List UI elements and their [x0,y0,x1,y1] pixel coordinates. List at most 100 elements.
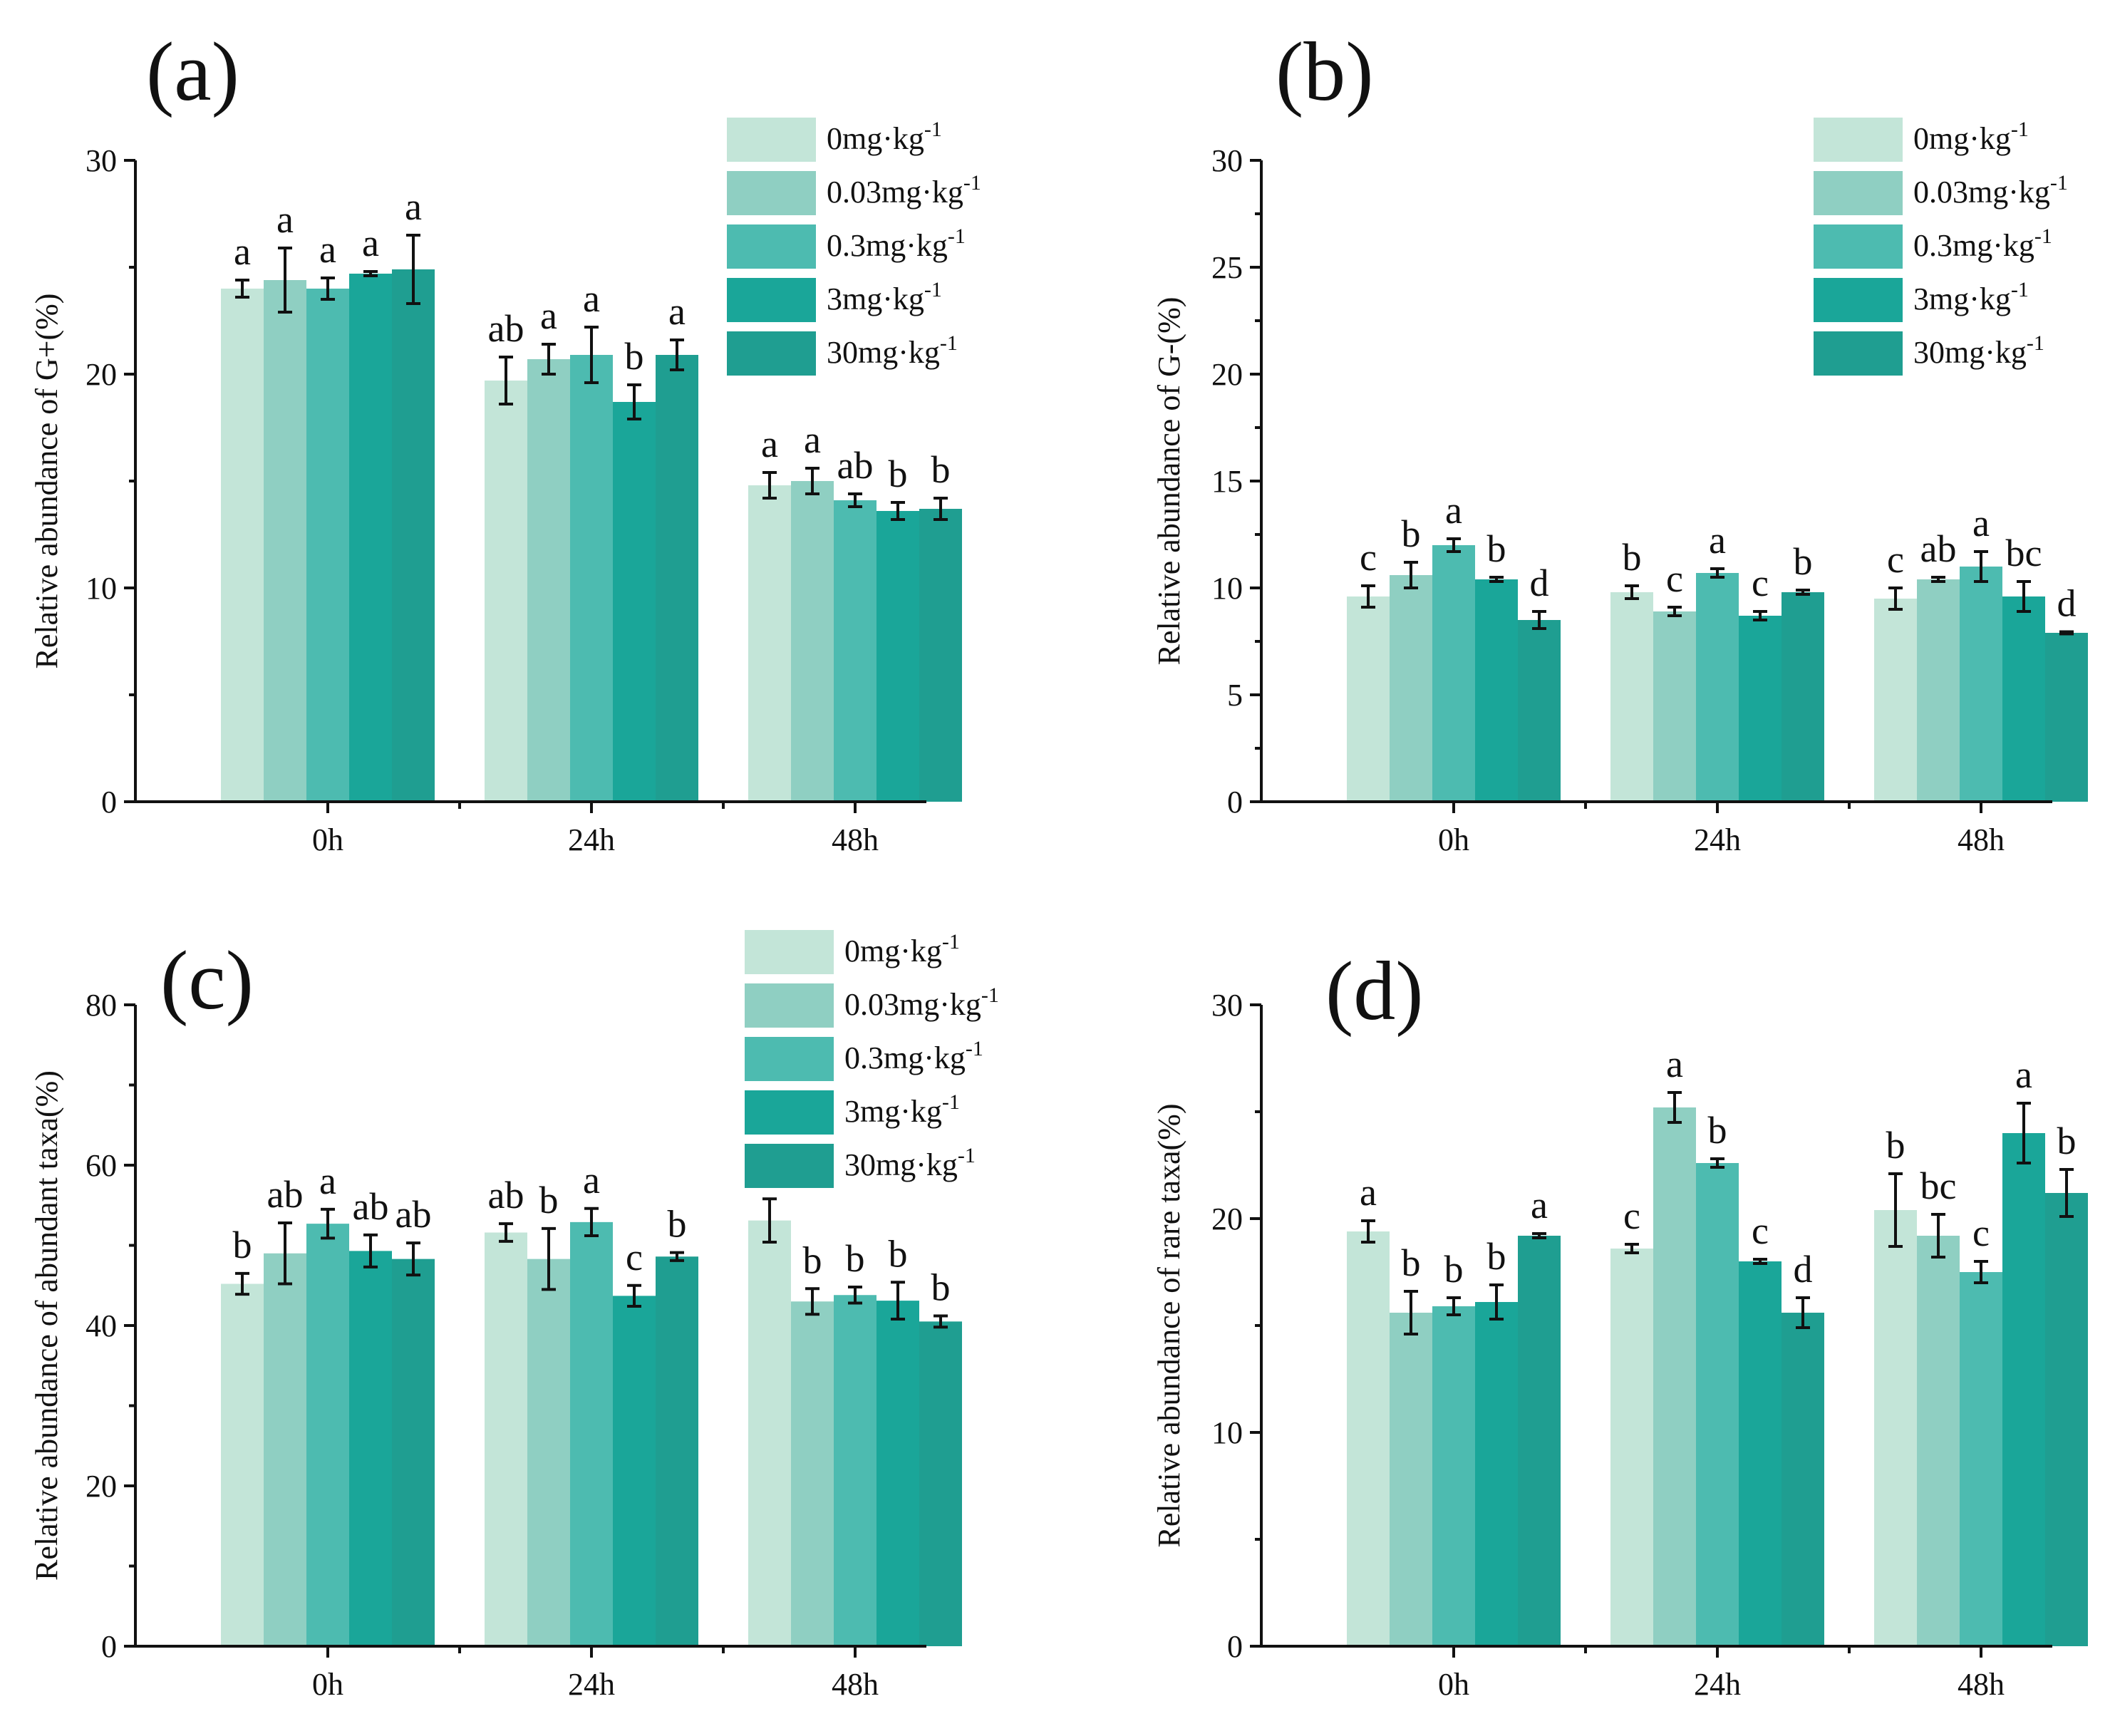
bar [2045,1193,2088,1646]
legend: 0mg·kg-1 0.03mg·kg-1 0.3mg·kg-1 3mg·kg-1 30m… [1814,118,2068,376]
bar [2002,1133,2045,1646]
significance-letter: c [626,1236,643,1278]
legend-label: 0.03mg·kg-1 [844,983,999,1022]
bar [306,1224,349,1646]
significance-letter: d [2057,582,2077,625]
bar [570,355,613,802]
x-tick-label: 48h [832,1667,879,1702]
legend-superscript: -1 [2011,278,2029,301]
significance-letter: c [1666,557,1683,600]
bar [349,1251,392,1646]
bar [527,359,570,802]
y-axis-label: Relative abundance of G+(%) [29,294,64,669]
bar [1960,1272,2002,1646]
bar [1475,579,1518,802]
bar [392,1259,435,1646]
bar [485,1232,527,1646]
x-tick-label: 0h [312,822,343,857]
significance-letter: a [1666,1043,1683,1085]
legend-label: 0mg·kg-1 [844,930,960,968]
bar [1653,611,1696,802]
significance-letter: b [1402,512,1421,555]
bar [2045,633,2088,802]
y-tick-label: 10 [1211,571,1243,606]
legend-label: 0.03mg·kg-1 [1913,171,2068,210]
legend-swatch [1814,118,1903,162]
panel-label: (a) [146,25,239,118]
significance-letter: c [1752,1209,1769,1252]
significance-letter: bc [2006,532,2042,574]
significance-letter: b [233,1224,252,1266]
y-tick-label: 20 [86,1469,117,1504]
y-tick-label: 10 [1211,1415,1243,1450]
bar [1432,545,1475,802]
significance-letter: c [1623,1194,1640,1237]
y-tick-label: 0 [1227,785,1243,820]
significance-letter: a [234,230,251,273]
bar [1610,1249,1653,1646]
significance-letter: c [1972,1211,1990,1254]
bar [1917,1236,1960,1646]
significance-letter: b [846,1237,865,1280]
significance-letter: a [319,228,336,271]
legend: 0mg·kg-1 0.03mg·kg-1 0.3mg·kg-1 3mg·kg-1 30m… [727,118,981,376]
legend-label: 0.3mg·kg-1 [844,1037,983,1075]
bar [570,1221,613,1646]
significance-letter: b [1402,1241,1421,1284]
significance-letter: b [889,1232,908,1275]
bar [876,511,919,802]
significance-letter: ab [488,1174,524,1216]
significance-letter: c [1752,562,1769,604]
x-tick-label: 24h [1694,822,1741,857]
significance-letter: c [1360,536,1377,579]
bar [392,269,435,802]
legend-superscript: -1 [2011,118,2029,141]
legend-swatch [1814,331,1903,376]
y-axis-label: Relative abundance of rare taxa(%) [1152,1104,1186,1548]
significance-letter: b [1487,527,1506,570]
bar [748,485,791,802]
bar [834,1295,876,1646]
x-tick-label: 24h [568,1667,615,1702]
significance-letter: b [889,453,908,495]
significance-letter: a [1445,489,1462,532]
bar [1432,1306,1475,1646]
bar [919,509,962,802]
bar [1347,1231,1390,1646]
bar [876,1301,919,1646]
legend-swatch [727,331,816,376]
significance-letter: a [1709,519,1726,562]
y-tick-label: 30 [86,143,117,178]
legend-label: 0.3mg·kg-1 [1913,224,2052,263]
bar [1696,1163,1739,1646]
significance-letter: a [583,1159,600,1202]
x-tick-label: 0h [312,1667,343,1702]
significance-letter: ab [353,1185,389,1228]
bar [264,280,306,802]
legend-superscript: -1 [966,1037,983,1060]
significance-letter: b [931,448,951,491]
bar [527,1259,570,1646]
bar [306,289,349,802]
y-tick-label: 0 [101,1629,117,1664]
bar [834,500,876,802]
y-tick-label: 5 [1227,678,1243,713]
panel-label: (d) [1325,944,1424,1038]
significance-letter: a [668,290,686,333]
bar [485,381,527,802]
legend-superscript: -1 [2050,171,2068,195]
legend-swatch [745,983,834,1028]
significance-letter: c [1887,538,1904,581]
bar [1874,1210,1917,1646]
legend-superscript: -1 [958,1144,976,1167]
bar [1390,575,1432,802]
legend-swatch [745,1090,834,1135]
legend-swatch [1814,224,1903,269]
bar [1390,1313,1432,1646]
legend-superscript: -1 [948,224,966,248]
x-tick-label: 48h [832,822,879,857]
legend-label: 0.03mg·kg-1 [827,171,981,210]
legend-superscript: -1 [2027,331,2044,355]
